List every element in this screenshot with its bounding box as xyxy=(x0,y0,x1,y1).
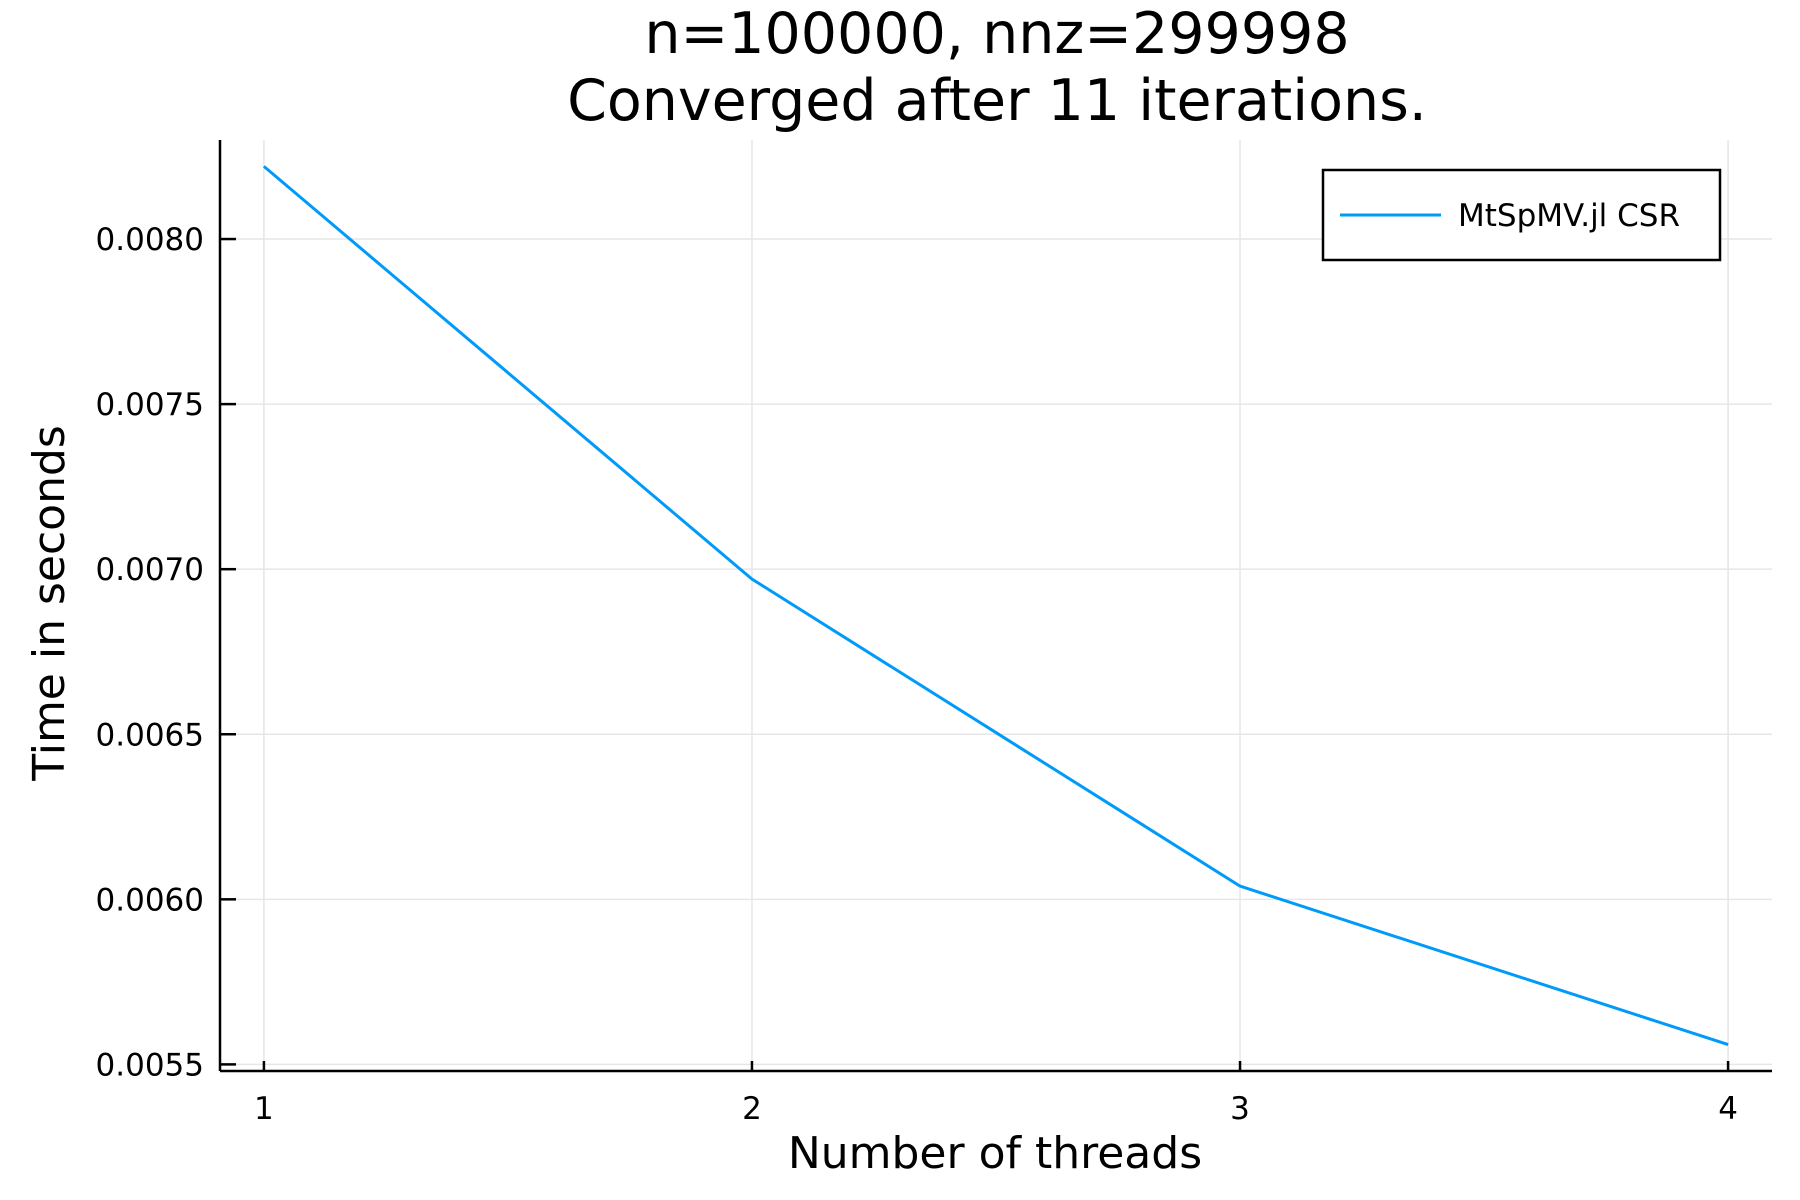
y-tick-label: 0.0065 xyxy=(96,717,204,753)
x-axis-label: Number of threads xyxy=(788,1128,1202,1179)
chart-title-line1: n=100000, nnz=299998 xyxy=(644,1,1349,67)
y-tick-label: 0.0060 xyxy=(96,882,204,918)
ticks: 1 2 3 4 0.0055 0.0060 0.0065 0.0070 0.0075 0.0080 xyxy=(96,222,1738,1127)
series-line xyxy=(262,165,1729,1047)
axes xyxy=(218,140,1772,1073)
legend-label: MtSpMV.jl CSR xyxy=(1458,198,1680,234)
x-tick-label: 4 xyxy=(1718,1091,1738,1127)
x-tick-label: 1 xyxy=(254,1091,274,1127)
series xyxy=(262,165,1729,1047)
y-axis-label: Time in seconds xyxy=(24,425,75,782)
x-tick-label: 3 xyxy=(1230,1091,1250,1127)
y-tick-label: 0.0070 xyxy=(96,552,204,588)
grid-lines xyxy=(220,140,1772,1071)
y-tick-label: 0.0080 xyxy=(96,222,204,258)
y-tick-label: 0.0075 xyxy=(96,387,204,423)
legend: MtSpMV.jl CSR xyxy=(1321,168,1722,262)
chart-title-line2: Converged after 11 iterations. xyxy=(567,68,1427,134)
y-tick-label: 0.0055 xyxy=(96,1047,204,1083)
x-tick-label: 2 xyxy=(742,1091,762,1127)
